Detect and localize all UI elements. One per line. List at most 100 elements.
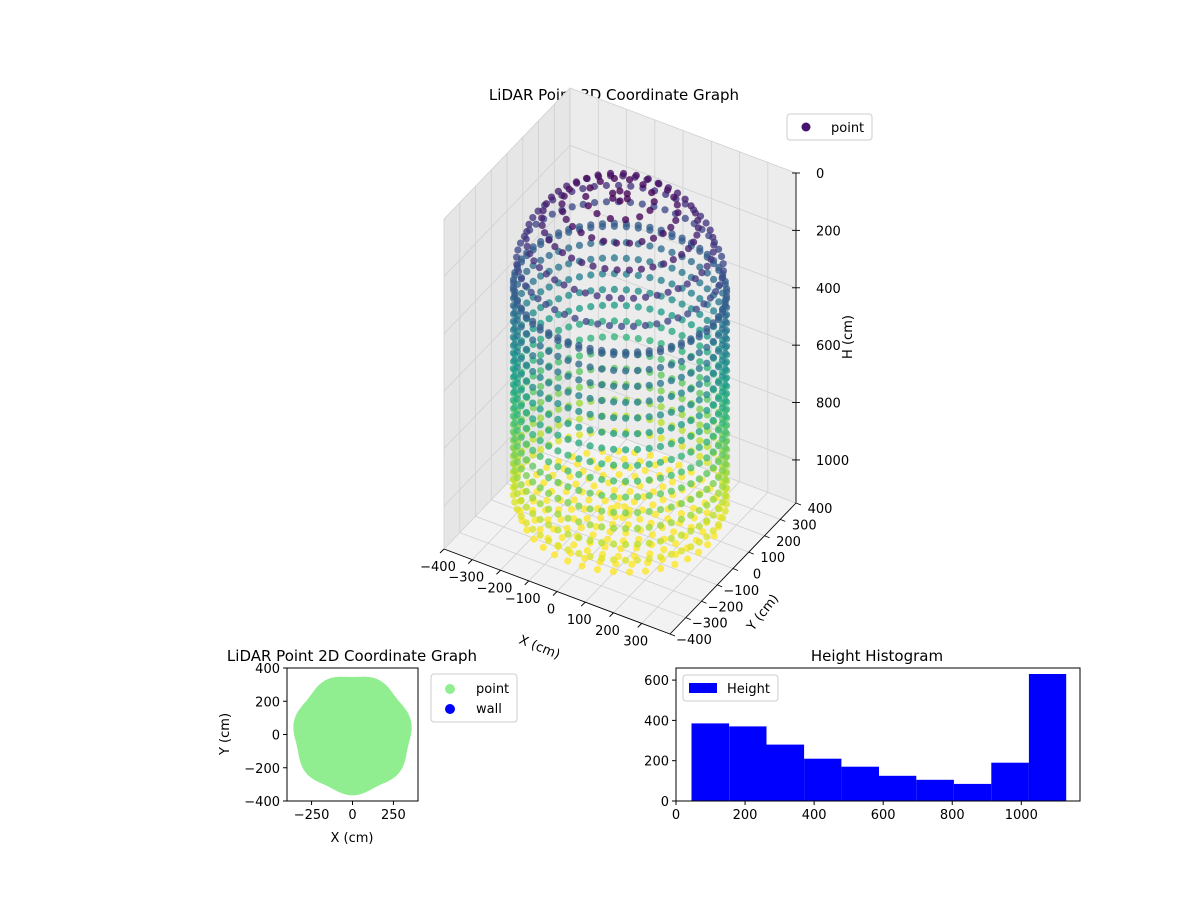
point-3d — [612, 239, 621, 247]
point-3d — [554, 384, 562, 392]
plot-3d-title: LiDAR Point 3D Coordinate Graph — [489, 86, 739, 104]
z-tick-label-3d: 200 — [816, 224, 841, 239]
point-3d — [575, 534, 583, 542]
point-3d — [638, 238, 646, 246]
y-tick-label-3d: 0 — [753, 568, 761, 583]
point-3d — [677, 500, 686, 508]
point-3d — [648, 531, 657, 539]
point-3d — [551, 276, 559, 284]
point-3d — [632, 171, 640, 179]
point-3d — [609, 194, 617, 202]
point-3d — [656, 458, 665, 466]
point-3d — [696, 263, 704, 271]
point-3d — [610, 556, 618, 564]
point-3d — [567, 505, 576, 513]
point-3d — [542, 200, 551, 208]
point-3d — [667, 342, 675, 350]
point-3d — [554, 334, 562, 342]
point-3d — [545, 505, 553, 513]
point-3d — [668, 230, 676, 238]
point-3d — [703, 470, 711, 478]
point-3d — [714, 313, 723, 321]
point-3d — [709, 353, 717, 361]
point-3d — [656, 379, 665, 387]
y-tick-label-3d: −400 — [676, 633, 712, 648]
point-3d — [536, 531, 544, 539]
point-3d — [568, 203, 576, 211]
point-3d — [601, 265, 609, 273]
histogram-bar — [1028, 674, 1067, 801]
point-3d — [700, 300, 708, 308]
point-3d — [598, 397, 606, 405]
point-3d — [526, 250, 534, 258]
point-3d — [718, 388, 727, 396]
point-3d — [598, 444, 606, 452]
point-3d — [703, 359, 711, 367]
histogram-bar — [804, 758, 842, 801]
point-3d — [545, 458, 553, 466]
point-3d — [687, 448, 695, 456]
point-3d — [677, 452, 686, 460]
point-3d — [721, 476, 729, 484]
point-3d — [587, 239, 595, 248]
point-3d — [537, 367, 545, 375]
point-3d — [703, 285, 711, 293]
point-3d — [690, 238, 698, 246]
point-3d — [718, 467, 727, 475]
point-3d — [668, 296, 676, 304]
point-3d — [703, 406, 711, 415]
point-3d — [598, 428, 606, 436]
point-3d — [587, 334, 595, 342]
point-3d — [709, 337, 717, 346]
point-3d — [577, 524, 585, 532]
point-3d — [532, 220, 540, 228]
point-3d — [617, 545, 625, 553]
point-3d — [687, 432, 695, 440]
point-3d — [575, 471, 583, 479]
point-3d — [622, 509, 630, 517]
point-3d — [651, 510, 660, 518]
y-tick-3d — [748, 551, 754, 555]
point-3d — [566, 472, 574, 481]
point-3d — [586, 379, 594, 387]
point-3d — [522, 503, 531, 511]
point-3d — [529, 336, 537, 344]
point-3d — [575, 392, 583, 400]
point-3d — [610, 445, 618, 453]
point-3d — [537, 398, 545, 406]
point-3d — [714, 521, 723, 529]
point-3d — [714, 379, 723, 387]
point-3d — [529, 509, 537, 518]
point-3d — [537, 288, 545, 296]
point-3d — [718, 252, 726, 260]
point-3d — [721, 428, 729, 436]
point-3d — [564, 546, 572, 554]
point-3d — [675, 461, 683, 469]
point-3d — [513, 474, 521, 482]
point-3d — [575, 518, 583, 526]
point-3d — [613, 502, 621, 510]
point-3d — [695, 548, 703, 556]
point-3d — [586, 537, 594, 545]
point-3d — [586, 426, 594, 434]
point-3d — [691, 209, 700, 217]
point-3d — [626, 176, 634, 184]
point-3d — [529, 352, 537, 360]
point-3d — [645, 555, 653, 563]
plot-3d-legend: point — [786, 113, 873, 141]
point-3d — [541, 229, 549, 237]
point-3d — [598, 491, 606, 499]
point-3d — [564, 451, 572, 459]
point-3d — [517, 354, 525, 362]
point-3d — [657, 418, 665, 427]
point-3d — [536, 500, 544, 508]
point-3d — [667, 471, 675, 479]
point-3d — [696, 358, 704, 366]
point-3d — [536, 452, 544, 460]
point-3d — [509, 283, 517, 291]
x-tick-3d — [580, 601, 586, 607]
point-3d — [695, 538, 703, 546]
point-3d — [581, 554, 589, 562]
point-3d — [523, 228, 531, 236]
point-3d — [513, 458, 521, 466]
